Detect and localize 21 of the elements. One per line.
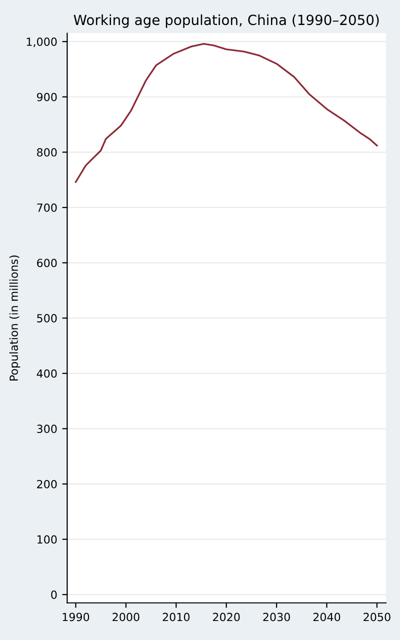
y-tick-label: 600 [37, 258, 57, 268]
x-tick-label: 2010 [162, 612, 190, 622]
y-tick-label: 800 [37, 148, 57, 157]
line-series [74, 42, 378, 183]
y-tick-label: 100 [37, 535, 57, 544]
y-axis-title: Population (in millions) [9, 256, 20, 381]
y-tick-label: 400 [36, 369, 57, 378]
x-tick-label: 2050 [364, 612, 390, 622]
x-tick-label: 2030 [263, 612, 290, 622]
x-tick-label: 2020 [213, 612, 240, 622]
y-tick-label: 1,000 [26, 38, 57, 48]
y-tick-label: 900 [36, 92, 57, 102]
y-tick-label: 700 [37, 203, 57, 212]
y-tick-label: 500 [37, 314, 57, 322]
y-tick-label: 200 [37, 480, 57, 488]
x-tick-label: 2000 [112, 612, 140, 622]
chart-title: Working age population, China (1990–2050) [74, 14, 379, 28]
y-tick-label: 300 [37, 424, 57, 434]
x-tick-label: 1990 [62, 612, 90, 622]
y-tick-label: 0 [51, 590, 57, 599]
x-tick-label: 2040 [313, 612, 340, 622]
